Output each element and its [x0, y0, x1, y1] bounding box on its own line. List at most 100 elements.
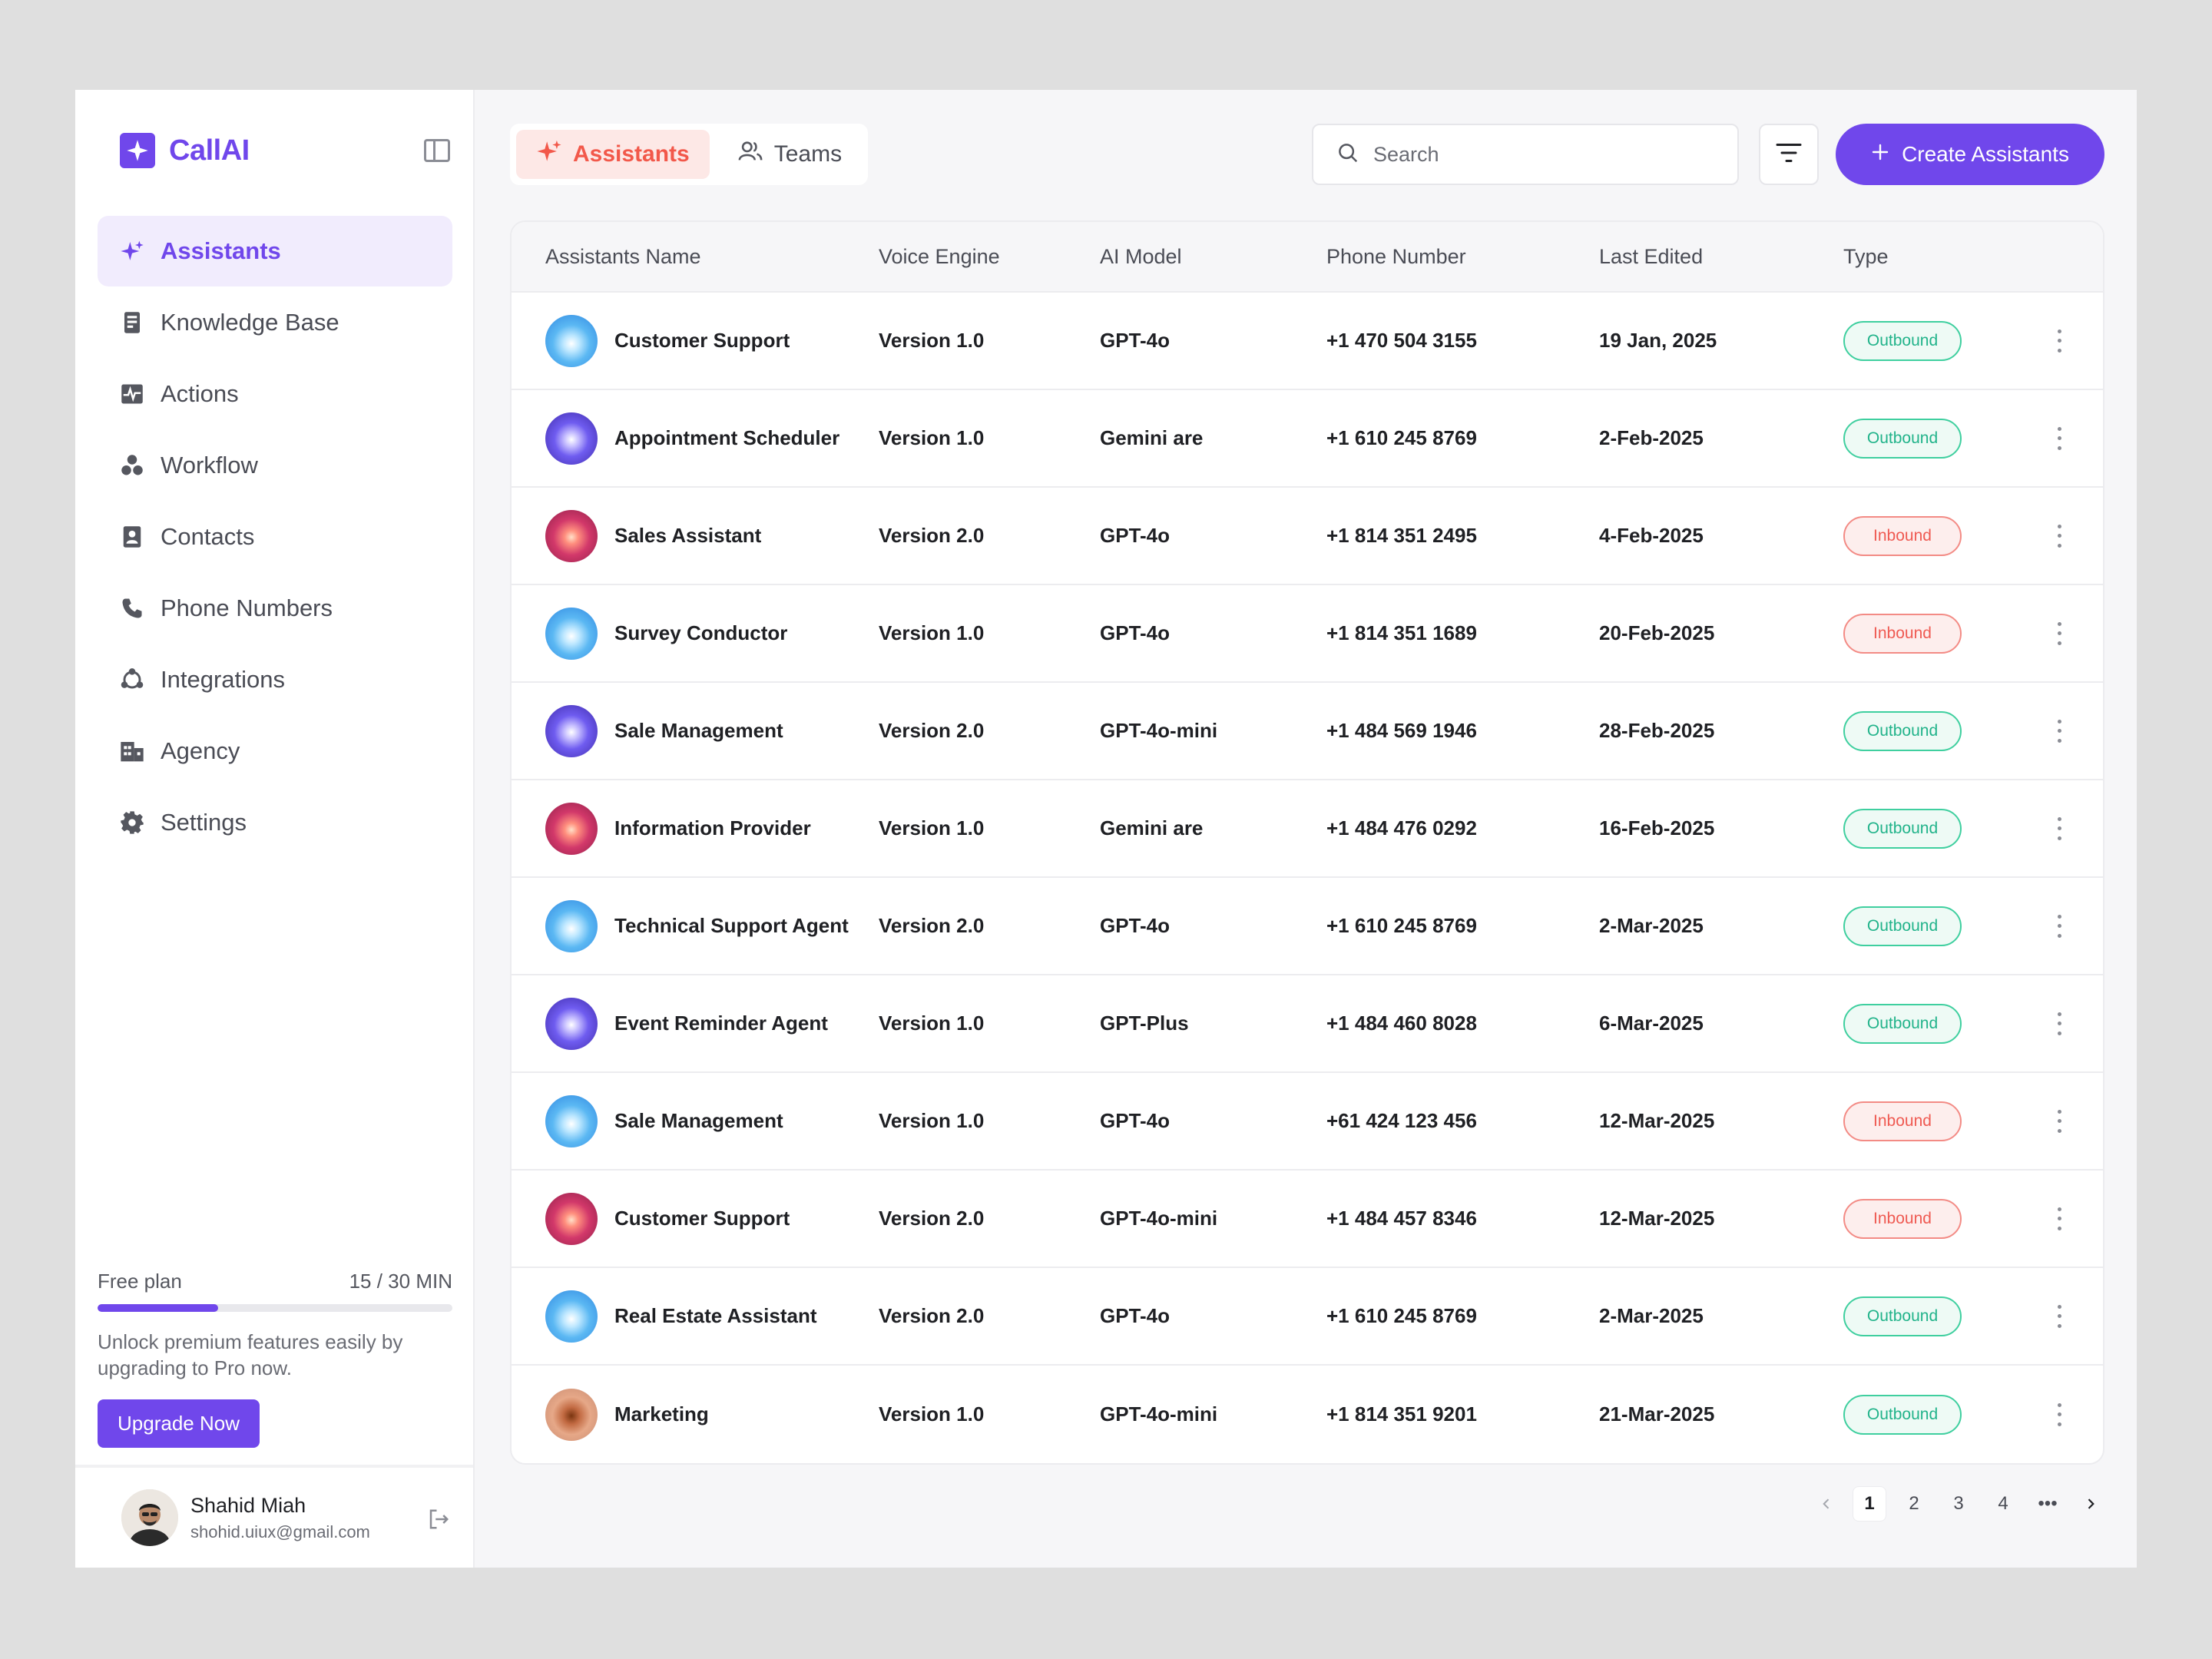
- assistant-name[interactable]: Customer Support: [614, 329, 790, 352]
- filter-button[interactable]: [1759, 124, 1819, 185]
- more-options-icon[interactable]: [2056, 1109, 2062, 1133]
- next-page-icon[interactable]: [2075, 1486, 2106, 1522]
- column-header-ai-model[interactable]: AI Model: [1100, 244, 1182, 268]
- page-button-3[interactable]: 3: [1953, 1493, 1964, 1514]
- search-box[interactable]: [1312, 124, 1739, 185]
- tab-assistants[interactable]: Assistants: [516, 130, 710, 179]
- assistant-name[interactable]: Sale Management: [614, 1109, 783, 1132]
- assistant-name[interactable]: Sales Assistant: [614, 524, 762, 547]
- sidebar-item-agency[interactable]: Agency: [98, 716, 452, 786]
- assistant-name[interactable]: Event Reminder Agent: [614, 1012, 828, 1035]
- sidebar-item-phone-numbers[interactable]: Phone Numbers: [98, 573, 452, 644]
- table-row[interactable]: Customer Support Version 1.0 GPT-4o +1 470 …: [512, 293, 2103, 390]
- more-options-icon[interactable]: [2056, 1012, 2062, 1035]
- integrations-icon: [119, 667, 145, 693]
- table-row[interactable]: Event Reminder Agent Version 1.0 GPT-Plus +…: [512, 975, 2103, 1073]
- last-edited-cell: 12-Mar-2025: [1599, 1109, 1715, 1132]
- user-name: Shahid Miah: [190, 1493, 306, 1517]
- assistant-name[interactable]: Information Provider: [614, 816, 811, 839]
- more-options-icon[interactable]: [2056, 426, 2062, 450]
- upgrade-button[interactable]: Upgrade Now: [98, 1399, 260, 1448]
- assistant-cell: Sales Assistant: [512, 509, 879, 562]
- type-cell: Inbound: [1843, 1198, 2017, 1239]
- sidebar-item-actions[interactable]: Actions: [98, 359, 452, 429]
- more-options-icon[interactable]: [2056, 524, 2062, 548]
- assistant-name[interactable]: Technical Support Agent: [614, 914, 849, 937]
- table-row[interactable]: Sale Management Version 2.0 GPT-4o-mini +1 …: [512, 683, 2103, 780]
- more-options-icon[interactable]: [2056, 1304, 2062, 1328]
- phone-number-cell: +1 814 351 1689: [1326, 621, 1477, 644]
- table-row[interactable]: Marketing Version 1.0 GPT-4o-mini +1 814 35…: [512, 1366, 2103, 1463]
- table-row[interactable]: Real Estate Assistant Version 2.0 GPT-4o +1…: [512, 1268, 2103, 1366]
- sidebar-item-knowledge-base[interactable]: Knowledge Base: [98, 287, 452, 358]
- assistant-name[interactable]: Customer Support: [614, 1207, 790, 1230]
- more-options-icon[interactable]: [2056, 816, 2062, 840]
- column-header-name[interactable]: Assistants Name: [545, 244, 701, 268]
- page-button-1[interactable]: 1: [1853, 1486, 1886, 1522]
- search-input[interactable]: [1373, 142, 1711, 167]
- ai-model-cell: GPT-4o: [1100, 524, 1171, 547]
- tab-teams[interactable]: Teams: [717, 130, 862, 179]
- assistant-cell: Survey Conductor: [512, 607, 879, 660]
- more-options-icon[interactable]: [2056, 1207, 2062, 1230]
- pagination: 1 2 3 4 •••: [1811, 1486, 2106, 1522]
- page-button-2[interactable]: 2: [1909, 1493, 1919, 1514]
- prev-page-icon[interactable]: [1811, 1486, 1842, 1522]
- sidebar-item-contacts[interactable]: Contacts: [98, 502, 452, 572]
- brand[interactable]: CallAI: [120, 133, 250, 168]
- sidebar-item-label: Assistants: [161, 237, 281, 264]
- more-options-icon[interactable]: [2056, 914, 2062, 938]
- more-options-icon[interactable]: [2056, 329, 2062, 353]
- contacts-icon: [119, 524, 145, 550]
- assistant-orb-icon: [545, 704, 598, 757]
- assistant-orb-icon: [545, 1094, 598, 1147]
- sidebar-item-integrations[interactable]: Integrations: [98, 644, 452, 715]
- user-profile[interactable]: Shahid Miah shohid.uiux@gmail.com: [75, 1465, 473, 1568]
- assistant-name[interactable]: Survey Conductor: [614, 621, 788, 644]
- logout-icon[interactable]: [427, 1508, 450, 1535]
- type-cell: Outbound: [1843, 320, 2017, 361]
- more-options-icon[interactable]: [2056, 719, 2062, 743]
- voice-engine-cell: Version 1.0: [879, 1012, 985, 1035]
- phone-number-cell: +1 484 569 1946: [1326, 719, 1477, 742]
- table-row[interactable]: Appointment Scheduler Version 1.0 Gemini a…: [512, 390, 2103, 488]
- sidebar-item-workflow[interactable]: Workflow: [98, 430, 452, 501]
- table-row[interactable]: Information Provider Version 1.0 Gemini ar…: [512, 780, 2103, 878]
- column-header-last-edited[interactable]: Last Edited: [1599, 244, 1704, 268]
- plan-progress-fill: [98, 1304, 219, 1312]
- more-options-icon[interactable]: [2056, 1402, 2062, 1426]
- column-header-type[interactable]: Type: [1843, 244, 1889, 268]
- ai-model-cell: GPT-4o-mini: [1100, 1207, 1218, 1230]
- table-row[interactable]: Sale Management Version 1.0 GPT-4o +61 424 …: [512, 1073, 2103, 1171]
- voice-engine-cell: Version 1.0: [879, 426, 985, 449]
- table-row[interactable]: Sales Assistant Version 2.0 GPT-4o +1 814 3…: [512, 488, 2103, 585]
- assistants-table: Assistants Name Voice Engine AI Model Ph…: [510, 220, 2104, 1465]
- more-options-icon[interactable]: [2056, 621, 2062, 645]
- phone-number-cell: +1 484 457 8346: [1326, 1207, 1477, 1230]
- type-cell: Inbound: [1843, 1101, 2017, 1141]
- last-edited-cell: 21-Mar-2025: [1599, 1402, 1715, 1426]
- sidebar-toggle-icon[interactable]: [424, 139, 450, 162]
- assistant-name[interactable]: Sale Management: [614, 719, 783, 742]
- column-header-phone-number[interactable]: Phone Number: [1326, 244, 1466, 268]
- assistant-orb-icon: [545, 607, 598, 660]
- table-row[interactable]: Technical Support Agent Version 2.0 GPT-4o…: [512, 878, 2103, 975]
- assistant-cell: Real Estate Assistant: [512, 1290, 879, 1343]
- sidebar-item-settings[interactable]: Settings: [98, 787, 452, 858]
- status-badge: Outbound: [1843, 710, 1962, 751]
- table-row[interactable]: Survey Conductor Version 1.0 GPT-4o +1 814 …: [512, 585, 2103, 683]
- type-cell: Inbound: [1843, 613, 2017, 654]
- assistant-name[interactable]: Appointment Scheduler: [614, 426, 840, 449]
- assistant-name[interactable]: Marketing: [614, 1402, 709, 1426]
- table-row[interactable]: Customer Support Version 2.0 GPT-4o-mini +1…: [512, 1171, 2103, 1268]
- sidebar: CallAI Assistants Knowledge Base Actio: [75, 90, 475, 1568]
- ai-model-cell: GPT-4o: [1100, 621, 1171, 644]
- last-edited-cell: 19 Jan, 2025: [1599, 329, 1717, 352]
- phone-number-cell: +1 470 504 3155: [1326, 329, 1477, 352]
- page-ellipsis[interactable]: •••: [2038, 1493, 2058, 1514]
- column-header-voice-engine[interactable]: Voice Engine: [879, 244, 1000, 268]
- page-button-4[interactable]: 4: [1998, 1493, 2008, 1514]
- assistant-name[interactable]: Real Estate Assistant: [614, 1304, 817, 1327]
- create-assistants-button[interactable]: Create Assistants: [1836, 124, 2104, 185]
- sidebar-item-assistants[interactable]: Assistants: [98, 216, 452, 286]
